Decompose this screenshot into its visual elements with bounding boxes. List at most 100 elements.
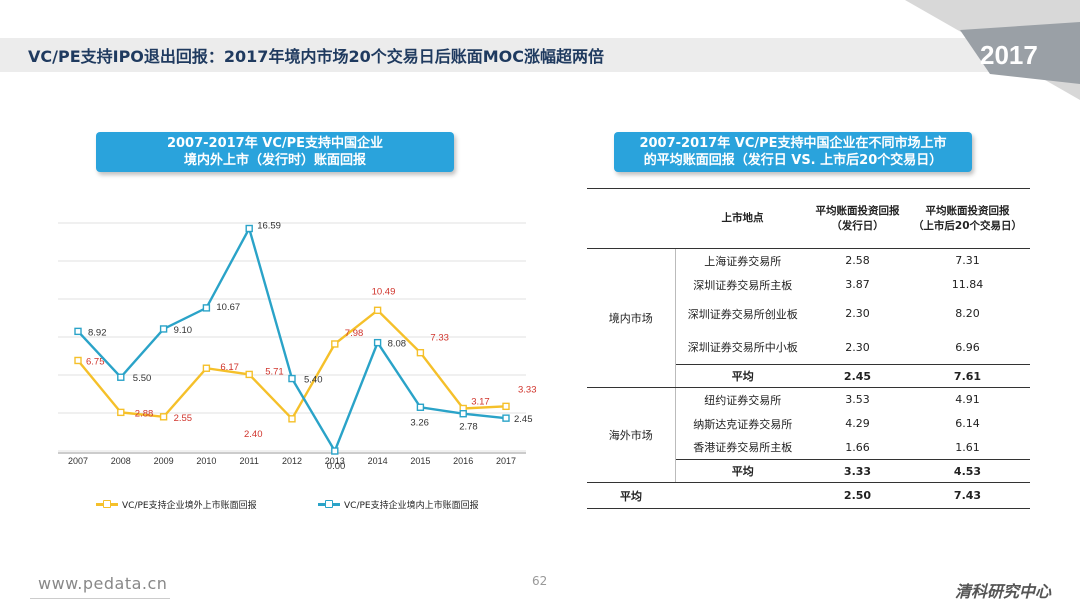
average-label: 平均	[675, 364, 810, 388]
year-badge: 2017	[980, 40, 1038, 70]
x-tick-label: 2009	[154, 456, 174, 466]
table-row: 深圳证券交易所中小板 2.30 6.96	[587, 331, 1030, 365]
data-label-overseas: 5.71	[265, 366, 284, 377]
legend-swatch-overseas	[96, 500, 118, 508]
data-label-overseas: 10.49	[372, 286, 396, 297]
after-value: 7.43	[905, 482, 1030, 509]
table-header-issue: 平均账面投资回报 （发行日）	[810, 188, 905, 249]
data-label-domestic: 16.59	[257, 220, 281, 231]
market-name: 深圳证券交易所中小板	[687, 341, 798, 355]
table-row: 海外市场 纽约证券交易所 3.53 4.91	[587, 387, 1030, 483]
table-header-after-line2: （上市后20个交易日）	[912, 219, 1023, 232]
returns-table: 上市地点 平均账面投资回报 （发行日） 平均账面投资回报 （上市后20个交易日）…	[587, 188, 1030, 509]
data-label-domestic: 2.78	[459, 422, 478, 433]
issue-value: 4.29	[845, 417, 870, 430]
after-value: 7.61	[905, 364, 1030, 388]
data-point-domestic	[373, 338, 382, 347]
data-point-domestic	[331, 447, 339, 455]
after-value: 6.14	[955, 417, 980, 430]
table-row-domestic-average: 平均 2.45 7.61	[587, 364, 1030, 388]
data-point-overseas	[202, 364, 211, 372]
issue-value: 2.30	[845, 307, 870, 320]
data-point-domestic	[459, 410, 467, 418]
data-label-domestic: 5.40	[304, 375, 323, 386]
grand-average-label: 平均	[587, 482, 675, 509]
right-panel-title-line1: 2007-2017年 VC/PE支持中国企业在不同市场上市	[639, 136, 947, 151]
data-label-domestic: 8.08	[388, 339, 407, 350]
data-point-overseas	[245, 370, 253, 379]
after-value: 4.91	[955, 393, 980, 407]
right-panel-title: 2007-2017年 VC/PE支持中国企业在不同市场上市 的平均账面回报（发行…	[614, 132, 972, 172]
data-point-overseas	[74, 356, 82, 365]
data-label-overseas: 3.17	[471, 396, 490, 407]
data-point-overseas	[502, 402, 510, 411]
data-label-overseas: 2.55	[174, 413, 193, 424]
table-header-empty	[587, 188, 675, 249]
footer-url: www.pedata.cn	[38, 574, 168, 593]
data-point-domestic	[117, 373, 125, 381]
series-line-overseas	[77, 308, 507, 421]
market-name: 纳斯达克证券交易所	[693, 417, 793, 431]
market-name: 深圳证券交易所创业板	[687, 307, 798, 321]
table-header-after-line1: 平均账面投资回报	[925, 204, 1010, 217]
after-value: 7.31	[955, 254, 980, 268]
data-point-domestic	[74, 327, 82, 336]
data-point-overseas	[159, 413, 168, 421]
data-point-domestic	[159, 325, 168, 333]
x-tick-label: 2013	[325, 456, 345, 466]
data-label-domestic: 10.67	[216, 302, 240, 313]
issue-value: 2.45	[810, 364, 905, 388]
legend-item-domestic: VC/PE支持企业境内上市账面回报	[318, 498, 479, 511]
x-tick-label: 2008	[111, 456, 131, 466]
after-value: 1.61	[955, 440, 980, 454]
average-label: 平均	[675, 459, 810, 483]
data-label-overseas: 3.33	[518, 384, 537, 395]
data-label-domestic: 9.10	[174, 325, 193, 336]
data-point-domestic	[502, 414, 510, 422]
table-row-overseas-average: 平均 3.33 4.53	[587, 459, 1030, 483]
x-tick-label: 2014	[368, 456, 388, 466]
legend-swatch-domestic	[318, 500, 340, 508]
table-row: 纳斯达克证券交易所 4.29 6.14	[587, 412, 1030, 436]
table-header-after: 平均账面投资回报 （上市后20个交易日）	[905, 188, 1030, 249]
legend-item-overseas: VC/PE支持企业境外上市账面回报	[96, 498, 257, 511]
x-tick-label: 2007	[68, 456, 88, 466]
issue-value: 2.50	[810, 482, 905, 509]
region-label-overseas: 海外市场	[587, 387, 676, 483]
x-tick-label: 2016	[453, 456, 473, 466]
table-row: 深圳证券交易所创业板 2.30 8.20	[587, 297, 1030, 331]
table-header-issue-line1: 平均账面投资回报	[815, 204, 900, 217]
data-point-overseas	[416, 348, 425, 357]
page-number: 62	[532, 574, 548, 588]
footer-divider	[30, 598, 170, 599]
market-name: 纽约证券交易所	[704, 393, 782, 407]
data-label-domestic: 5.50	[133, 373, 152, 384]
brand-logo: 清科研究中心	[955, 582, 1052, 601]
data-label-overseas: 2.40	[244, 429, 263, 440]
line-chart: 2007 2008 2009 2010 2011 2012 2013 2014 2015 2016…	[58, 220, 537, 472]
left-panel-title-line1: 2007-2017年 VC/PE支持中国企业	[166, 136, 384, 151]
right-panel-title-line2: 的平均账面回报（发行日 VS. 上市后20个交易日）	[643, 153, 943, 168]
data-point-domestic	[245, 224, 253, 233]
after-value: 4.53	[905, 459, 1030, 483]
x-tick-label: 2010	[196, 456, 216, 466]
after-value: 11.84	[951, 278, 984, 291]
data-label-overseas: 6.17	[220, 362, 239, 373]
data-label-domestic: 0.00	[327, 461, 346, 472]
data-label-overseas: 7.33	[430, 333, 449, 344]
issue-value: 2.30	[845, 340, 870, 354]
market-name: 上海证券交易所	[704, 254, 782, 268]
issue-value: 3.33	[810, 459, 905, 483]
table-header-location: 上市地点	[675, 188, 810, 249]
x-tick-label: 2015	[410, 456, 430, 466]
issue-value: 2.58	[845, 254, 870, 268]
table-row: 深圳证券交易所主板 3.87 11.84	[587, 273, 1030, 297]
table-header-issue-line2: （发行日）	[831, 219, 884, 232]
table-row-grand-average: 平均 2.50 7.43	[587, 482, 1030, 509]
left-panel-title: 2007-2017年 VC/PE支持中国企业 境内外上市（发行时）账面回报	[96, 132, 454, 172]
table-row: 境内市场 上海证券交易所 2.58 7.31	[587, 248, 1030, 388]
data-label-overseas: 2.88	[135, 408, 154, 419]
issue-value: 3.53	[845, 393, 870, 407]
data-point-domestic	[202, 304, 211, 312]
data-label-overseas: 7.98	[345, 328, 364, 339]
